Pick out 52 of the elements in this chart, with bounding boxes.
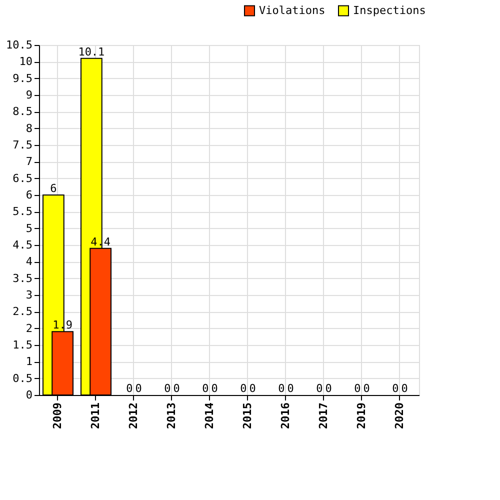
data-label: 0 [126,382,133,395]
y-tick-label: 2.5 [12,305,32,318]
data-label: 0 [401,382,408,395]
data-label: 0 [392,382,399,395]
data-label: 0 [278,382,285,395]
y-tick-label: 9 [26,88,32,102]
data-label: 0 [354,382,361,395]
x-tick-label: 2013 [165,402,178,429]
data-label: 0 [164,382,171,395]
y-tick-label: 5 [26,222,32,235]
y-tick-label: 3.5 [12,272,32,285]
data-label: 0 [363,382,370,395]
y-tick-label: 1.5 [12,338,32,352]
data-label: 0 [135,382,142,395]
y-tick-label: 8.5 [12,105,32,118]
y-tick-label: 6.5 [12,172,32,185]
y-tick-label: 2 [26,322,32,335]
y-tick-label: 10.5 [6,38,32,52]
data-label: 0 [240,382,247,395]
y-tick-label: 1 [26,355,32,368]
x-tick-label: 2017 [317,402,330,429]
y-tick-label: 5.5 [12,205,32,218]
legend-label: Violations [259,4,326,17]
y-tick-label: 0 [26,388,32,402]
data-label: 0 [249,382,256,395]
data-label: 10.1 [78,45,105,58]
y-tick-label: 0.5 [12,372,32,385]
data-label: 0 [325,382,332,395]
x-tick-label: 2015 [241,402,254,429]
y-tick-label: 8 [26,122,32,135]
data-label: 0 [316,382,323,395]
legend-label: Inspections [353,4,426,17]
y-tick-label: 7 [26,155,32,168]
data-label: 0 [211,382,218,395]
x-tick-label: 2011 [89,402,102,429]
x-tick-label: 2014 [203,402,216,429]
data-label: 0 [173,382,180,395]
y-tick-label: 10 [19,55,32,68]
y-tick-label: 7.5 [12,138,32,152]
data-label: 0 [202,382,209,395]
y-tick-label: 6 [26,188,32,202]
y-tick-label: 4.5 [12,238,32,252]
x-tick-label: 2020 [393,402,406,429]
y-tick-label: 9.5 [12,72,32,85]
data-label: 6 [50,182,57,195]
x-tick-label: 2009 [51,402,64,429]
x-tick-label: 2016 [279,402,292,429]
y-tick-label: 3 [26,288,32,302]
x-tick-label: 2012 [127,402,140,429]
y-tick-label: 4 [26,255,33,268]
data-label: 0 [287,382,294,395]
x-tick-label: 2019 [355,402,368,429]
